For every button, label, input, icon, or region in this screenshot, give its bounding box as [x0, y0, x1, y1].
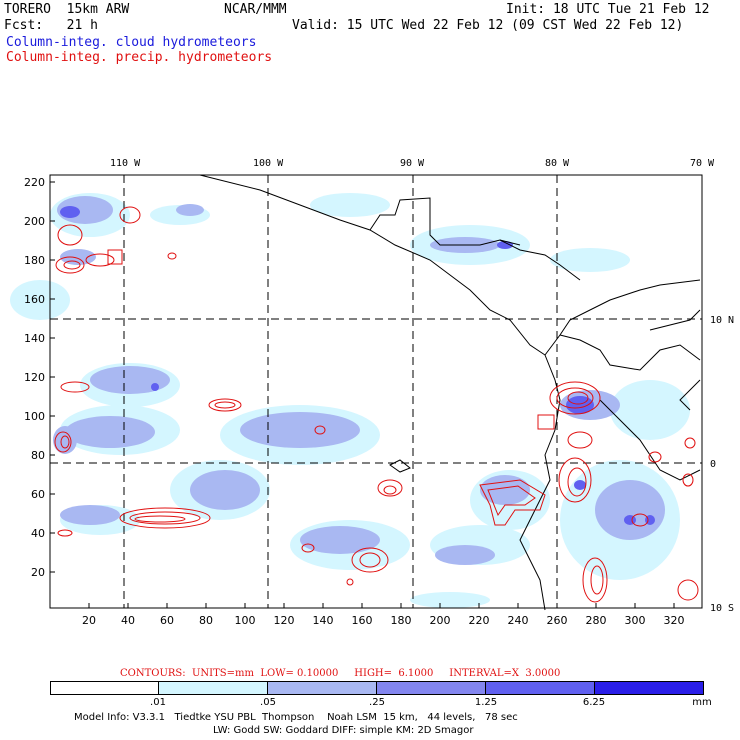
- y-tick: 200: [24, 215, 45, 228]
- y-tick: 100: [24, 410, 45, 423]
- coastlines: [199, 174, 701, 611]
- contour-info: CONTOURS: UNITS=mm LOW= 0.10000 HIGH= 6.…: [120, 668, 561, 679]
- model-info-line2: LW: Godd SW: Goddard DIFF: simple KM: 2D…: [213, 725, 474, 736]
- y-tick: 160: [24, 293, 45, 306]
- plot-frame: [49, 174, 703, 609]
- x-tick: 20: [82, 614, 96, 627]
- lon-label-90w: 90 W: [400, 158, 425, 169]
- y-tick: 60: [31, 488, 45, 501]
- x-tick: 80: [199, 614, 213, 627]
- valid-time: Valid: 15 UTC Wed 22 Feb 12 (09 CST Wed …: [292, 18, 684, 33]
- x-tick: 180: [391, 614, 412, 627]
- scale-units: mm: [692, 697, 712, 708]
- model-info-line1: Model Info: V3.3.1 Tiedtke YSU PBL Thomp…: [74, 712, 518, 723]
- lon-label-70w: 70 W: [690, 158, 715, 169]
- scale-label: 6.25: [582, 697, 606, 708]
- bottom-tick-marks: [88, 603, 675, 608]
- x-tick: 220: [469, 614, 490, 627]
- x-tick: 100: [235, 614, 256, 627]
- precip-contours: [54, 206, 699, 603]
- lon-label-80w: 80 W: [545, 158, 570, 169]
- y-tick: 140: [24, 332, 45, 345]
- y-tick: 220: [24, 176, 45, 189]
- scale-bin-3: [377, 682, 486, 694]
- center-label: NCAR/MMM: [224, 2, 287, 17]
- y-tick: 80: [31, 449, 45, 462]
- bottom-axis: 20 40 60 80 100 120 140 160 180 200 220 …: [82, 614, 685, 627]
- scale-bin-0: [51, 682, 159, 694]
- x-tick: 320: [664, 614, 685, 627]
- x-tick: 200: [430, 614, 451, 627]
- model-run-label: TORERO 15km ARW: [4, 2, 130, 17]
- y-tick: 40: [31, 527, 45, 540]
- lon-label-110w: 110 W: [110, 158, 141, 169]
- x-tick: 300: [625, 614, 646, 627]
- lat-label-10s: 10 S: [710, 603, 734, 614]
- lon-label-100w: 100 W: [253, 158, 284, 169]
- lat-lon-grid: [50, 175, 702, 608]
- x-tick: 240: [508, 614, 529, 627]
- cloud-shading-dark: [60, 206, 655, 525]
- scale-bin-1: [159, 682, 268, 694]
- scale-bin-2: [268, 682, 377, 694]
- scale-label: 1.25: [474, 697, 498, 708]
- x-tick: 140: [313, 614, 334, 627]
- left-axis: 20 40 60 80 100 120 140 160 180 200 220: [24, 176, 45, 579]
- scale-bin-4: [486, 682, 595, 694]
- y-tick: 180: [24, 254, 45, 267]
- left-tick-marks: [50, 181, 55, 573]
- lat-label-10n: 10 N: [710, 315, 734, 326]
- field-cloud-label: Column-integ. cloud hydrometeors: [6, 35, 257, 50]
- y-tick: 120: [24, 371, 45, 384]
- x-tick: 260: [547, 614, 568, 627]
- init-time: Init: 18 UTC Tue 21 Feb 12: [506, 2, 710, 17]
- x-tick: 40: [121, 614, 135, 627]
- x-tick: 280: [586, 614, 607, 627]
- color-scale-bar: [50, 681, 704, 695]
- x-tick: 160: [352, 614, 373, 627]
- scale-label: .01: [150, 697, 166, 708]
- forecast-hour: Fcst: 21 h: [4, 18, 98, 33]
- scale-bin-5: [595, 682, 703, 694]
- scale-label: .05: [260, 697, 276, 708]
- lat-label-0: 0: [710, 459, 716, 470]
- x-tick: 120: [274, 614, 295, 627]
- scale-label: .25: [369, 697, 385, 708]
- field-precip-label: Column-integ. precip. hydrometeors: [6, 50, 273, 65]
- y-tick: 20: [31, 566, 45, 579]
- x-tick: 60: [160, 614, 174, 627]
